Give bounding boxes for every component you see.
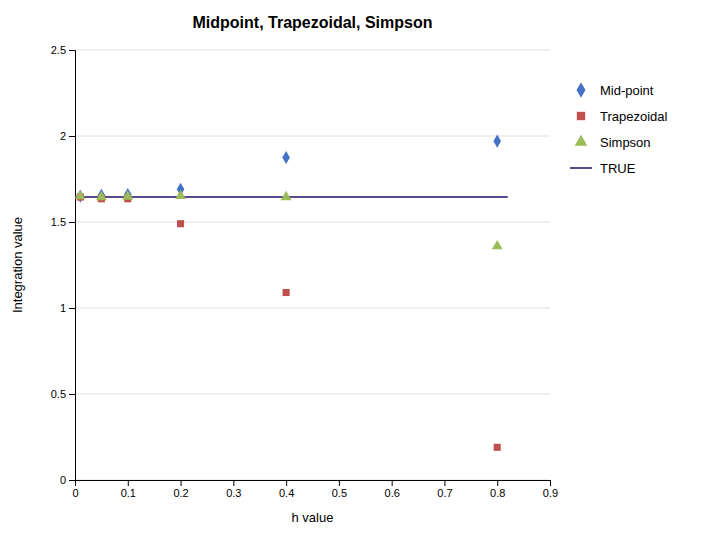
legend: Mid-point Trapezoidal Simpson TRUE [570,82,668,175]
tick-label: 1.5 [51,216,66,228]
tick-mark [69,222,75,223]
tick: 0.4 [279,480,294,499]
grid-line [75,308,550,309]
legend-item: TRUE [570,161,636,176]
tick-label: 0.8 [490,487,505,499]
tick-mark [233,480,234,486]
tick-label: 1 [60,302,66,314]
legend-symbol [575,135,588,146]
tick: 0.5 [332,480,347,499]
tick-mark [69,394,75,395]
series-points [76,135,501,203]
tick: 1.5 [51,216,75,228]
y-axis: 0 0.5 1 1.5 2 2.5 [51,44,76,486]
tick-label: 0.4 [279,487,294,499]
series-points [75,190,503,250]
grid-line [75,136,550,137]
tick: 0 [60,474,75,486]
chart: 0 0.1 0.2 0.3 0.4 0.5 0.6 0.7 0.8 0.9 0 0.5 1 1.5 2 2.5… [0,0,720,540]
tick-mark [339,480,340,486]
tick: 0.2 [173,480,188,499]
legend-symbol [570,167,592,169]
tick: 0.8 [490,480,505,499]
legend-symbol [577,82,586,98]
point [281,191,292,200]
tick-mark [550,480,551,486]
tick: 0.1 [121,480,136,499]
point [283,289,290,296]
point [282,151,290,164]
grid-line [75,50,550,51]
x-axis-title: h value [292,510,334,525]
marks [75,135,508,451]
tick: 0 [72,480,78,499]
tick-label: 0.5 [51,388,66,400]
point [493,135,501,148]
legend-label: Simpson [600,135,651,150]
tick-label: 2.5 [51,44,66,56]
legend-item: Simpson [575,135,651,150]
point [177,220,184,227]
point [492,240,503,249]
tick-label: 2 [60,130,66,142]
tick-label: 0.9 [543,487,558,499]
legend-label: TRUE [600,161,636,176]
point [494,444,501,451]
tick-label: 0 [72,487,78,499]
tick-mark [69,136,75,137]
tick: 0.9 [543,480,558,499]
legend-item: Mid-point [577,82,654,98]
point [122,190,133,199]
tick-label: 0.7 [437,487,452,499]
plot-area: 0 0.1 0.2 0.3 0.4 0.5 0.6 0.7 0.8 0.9 0 0.5 1 1.5 2 2.5 [51,44,558,499]
axis-line [69,51,76,481]
tick-mark [69,308,75,309]
tick-mark [181,480,182,486]
legend-symbol [577,112,585,120]
axis-line [76,481,551,487]
series-points [77,194,501,451]
tick-mark [69,480,75,481]
tick-mark [444,480,445,486]
tick: 0.7 [437,480,452,499]
tick: 0.6 [385,480,400,499]
tick: 0.5 [51,388,75,400]
point [96,191,107,200]
tick-mark [497,480,498,486]
legend-label: Trapezoidal [600,109,668,124]
x-axis: 0 0.1 0.2 0.3 0.4 0.5 0.6 0.7 0.8 0.9 [72,480,558,499]
grid-line [75,394,550,395]
tick: 2.5 [51,44,75,56]
tick: 0.3 [226,480,241,499]
point [175,190,186,199]
y-axis-title: Integration value [10,217,25,313]
tick-label: 0.2 [173,487,188,499]
grid-line [75,222,550,223]
point [75,190,86,199]
tick-mark [69,50,75,51]
series-line [75,196,508,198]
tick-label: 0.1 [121,487,136,499]
tick-mark [286,480,287,486]
tick-label: 0.6 [385,487,400,499]
tick: 2 [60,130,75,142]
tick: 1 [60,302,75,314]
tick-label: 0 [60,474,66,486]
legend-label: Mid-point [600,83,654,98]
tick-label: 0.5 [332,487,347,499]
title: Midpoint, Trapezoidal, Simpson [192,14,432,31]
grid [75,50,550,480]
tick-mark [392,480,393,486]
legend-item: Trapezoidal [577,109,668,124]
tick-label: 0.3 [226,487,241,499]
tick-mark [128,480,129,486]
